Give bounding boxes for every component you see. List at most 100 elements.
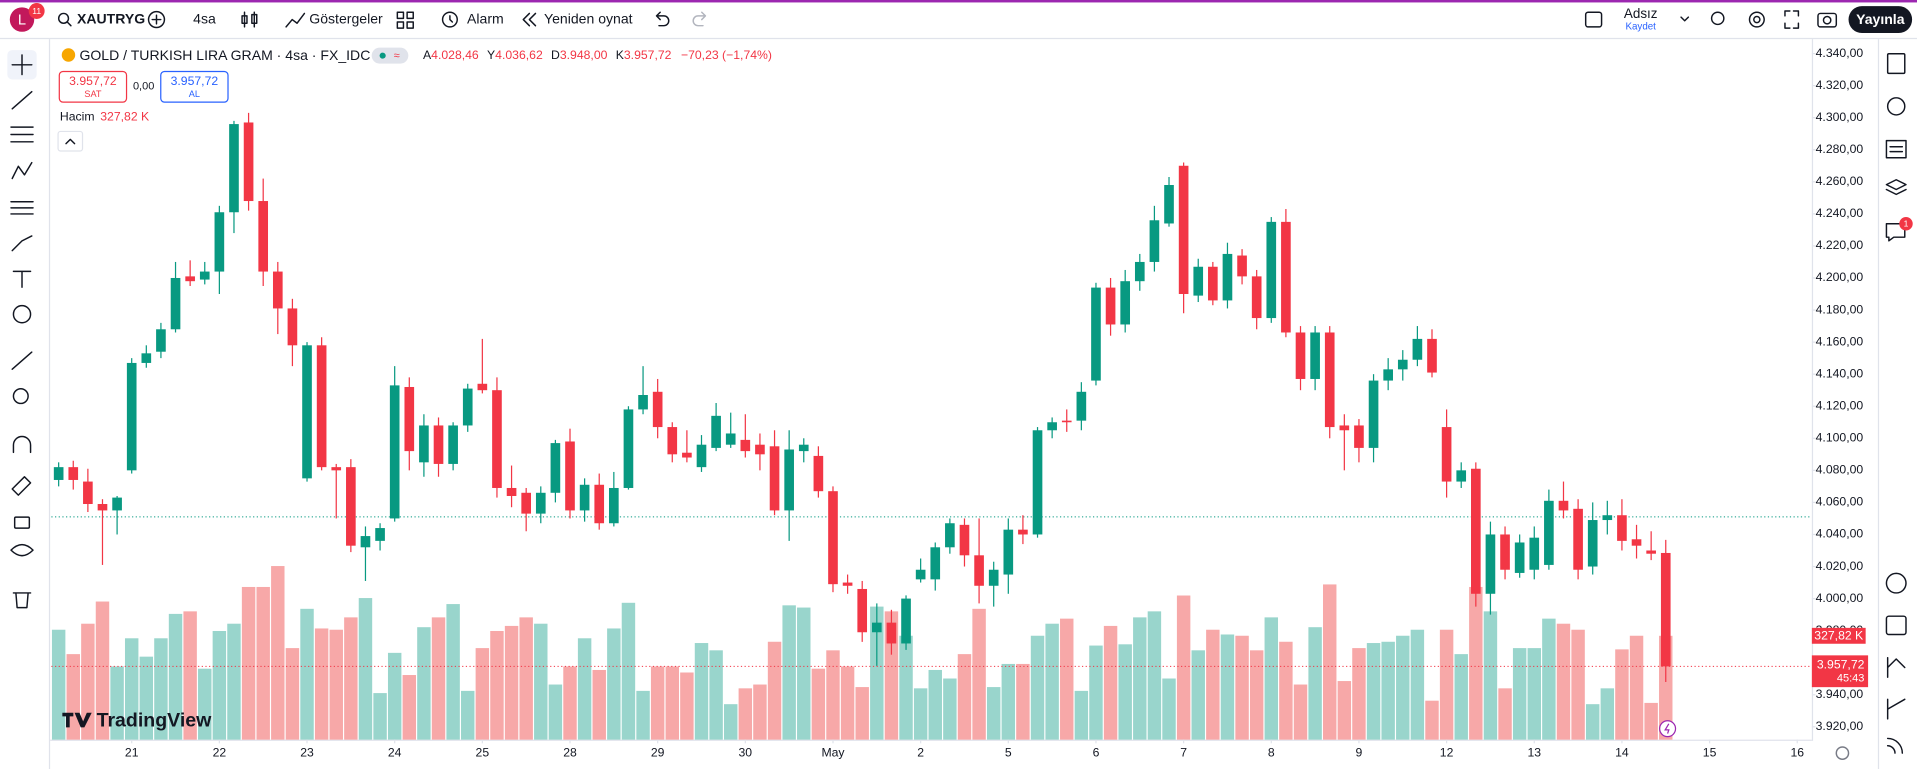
trade-icon[interactable]	[1886, 698, 1906, 720]
candle-body	[477, 383, 488, 391]
collapse-button[interactable]	[57, 130, 84, 152]
settings-icon[interactable]	[1748, 11, 1765, 28]
sell-button[interactable]: 3.957,72 SAT	[58, 70, 128, 103]
volume-bar	[329, 629, 343, 740]
y-tick-label: 4.140,00	[1816, 366, 1864, 380]
ohlc-label: A	[423, 48, 432, 62]
volume-bar	[782, 605, 796, 740]
axis-settings-icon[interactable]	[1835, 746, 1850, 760]
lightning-badge[interactable]	[1659, 720, 1677, 738]
candle-body	[375, 528, 385, 541]
feed-icon[interactable]	[1886, 737, 1904, 754]
lock-tool[interactable]	[13, 516, 31, 529]
alerts-icon[interactable]	[1886, 97, 1906, 116]
layout-name: Adsız	[1624, 6, 1658, 21]
buy-button[interactable]: 3.957,72 AL	[160, 70, 229, 103]
crosshair-tool[interactable]	[11, 54, 33, 76]
candle-body	[974, 555, 984, 586]
candle-body	[711, 415, 721, 448]
symbol-search[interactable]: XAUTRYG	[57, 10, 146, 27]
volume-bar	[1352, 648, 1366, 740]
candle-body	[1120, 281, 1131, 325]
ruler-tool[interactable]	[11, 351, 33, 370]
x-tick-label: 9	[1356, 745, 1363, 759]
candle-body	[871, 622, 882, 633]
target-icon[interactable]	[1885, 572, 1907, 594]
candle-body	[170, 277, 181, 330]
redo-icon[interactable]	[692, 11, 707, 27]
candle-body	[229, 124, 239, 213]
layout-save[interactable]: Adsız Kaydet	[1624, 6, 1690, 32]
indicators-button[interactable]: Göstergeler	[285, 10, 383, 28]
magnet-tool[interactable]	[12, 435, 32, 454]
add-symbol[interactable]	[147, 10, 166, 29]
notes-icon[interactable]	[1885, 139, 1907, 159]
avatar[interactable]: L 11	[9, 3, 45, 32]
volume-bar	[797, 607, 811, 740]
templates-icon[interactable]	[396, 11, 414, 29]
fib-tool[interactable]	[10, 126, 34, 143]
y-tick-label: 4.200,00	[1816, 270, 1864, 284]
candle-body	[609, 487, 619, 524]
volume-bar	[110, 666, 124, 740]
snapshot-lens	[1822, 15, 1832, 25]
quick-search-icon[interactable]	[1710, 11, 1725, 26]
layout-icon[interactable]	[1584, 11, 1603, 28]
candle-body	[1251, 276, 1262, 319]
forecast-tool[interactable]	[10, 200, 34, 215]
calendar-icon[interactable]	[1885, 615, 1907, 636]
volume-bar	[899, 635, 913, 740]
lightning-circle	[1659, 720, 1677, 738]
volume-bar	[1600, 688, 1615, 740]
candle-body	[1178, 165, 1189, 295]
trend-line-tool[interactable]	[11, 90, 33, 110]
x-tick-label: 21	[125, 745, 139, 759]
fullscreen-icon[interactable]	[1784, 10, 1800, 29]
publish-label: Yayınla	[1856, 11, 1905, 27]
candle-body	[1631, 539, 1642, 546]
interval[interactable]: 4sa	[193, 10, 216, 26]
candle-body	[1397, 359, 1408, 370]
volume-bar	[51, 629, 66, 740]
volume-bar	[577, 638, 592, 740]
y-tick-label: 4.220,00	[1816, 238, 1864, 252]
status-pill[interactable]	[371, 47, 409, 64]
ideas-icon[interactable]	[1886, 657, 1906, 679]
replay-button[interactable]: Yeniden oynat	[522, 10, 633, 27]
volume-bar	[1264, 617, 1279, 740]
snapshot-icon[interactable]	[1817, 12, 1838, 28]
volume-bar	[1337, 681, 1352, 740]
y-tick-label: 4.300,00	[1816, 110, 1864, 124]
zoom-tool[interactable]	[12, 388, 29, 405]
brush-tool[interactable]	[11, 235, 33, 252]
symbol: XAUTRYG	[77, 10, 145, 26]
volume-tag-label: 327,82 K	[1814, 629, 1864, 643]
undo-icon[interactable]	[655, 11, 670, 27]
chart-type-icon[interactable]	[241, 11, 258, 28]
text-tool[interactable]	[12, 270, 32, 289]
stay-drawing-tool[interactable]	[11, 476, 32, 496]
pattern-tool[interactable]	[11, 161, 33, 180]
layers-icon[interactable]	[1885, 178, 1907, 196]
candle-body	[97, 504, 108, 511]
candle-body	[1485, 534, 1496, 594]
candle-body	[1500, 534, 1510, 570]
publish-button[interactable]: Yayınla	[1848, 6, 1913, 34]
volume-bar	[1556, 623, 1571, 740]
volume-bar	[300, 608, 314, 740]
visibility-tool[interactable]	[10, 543, 34, 557]
layout-dropdown	[1680, 16, 1690, 22]
candle-body	[725, 433, 736, 445]
emoji-tool[interactable]	[12, 304, 32, 324]
y-tick-label: 4.260,00	[1816, 174, 1864, 188]
volume-bar	[1542, 618, 1556, 740]
candle-body	[1061, 420, 1072, 423]
alert-button[interactable]: Alarm	[441, 10, 504, 28]
candle-body	[1003, 529, 1014, 575]
delete-tool[interactable]	[12, 592, 32, 609]
alert-icon-hands	[449, 15, 454, 23]
watchlist-icon[interactable]	[1886, 53, 1906, 75]
volume-bar	[1629, 635, 1644, 740]
volume-bar	[563, 666, 577, 740]
ohlc-value: 4.028,46	[431, 48, 479, 62]
